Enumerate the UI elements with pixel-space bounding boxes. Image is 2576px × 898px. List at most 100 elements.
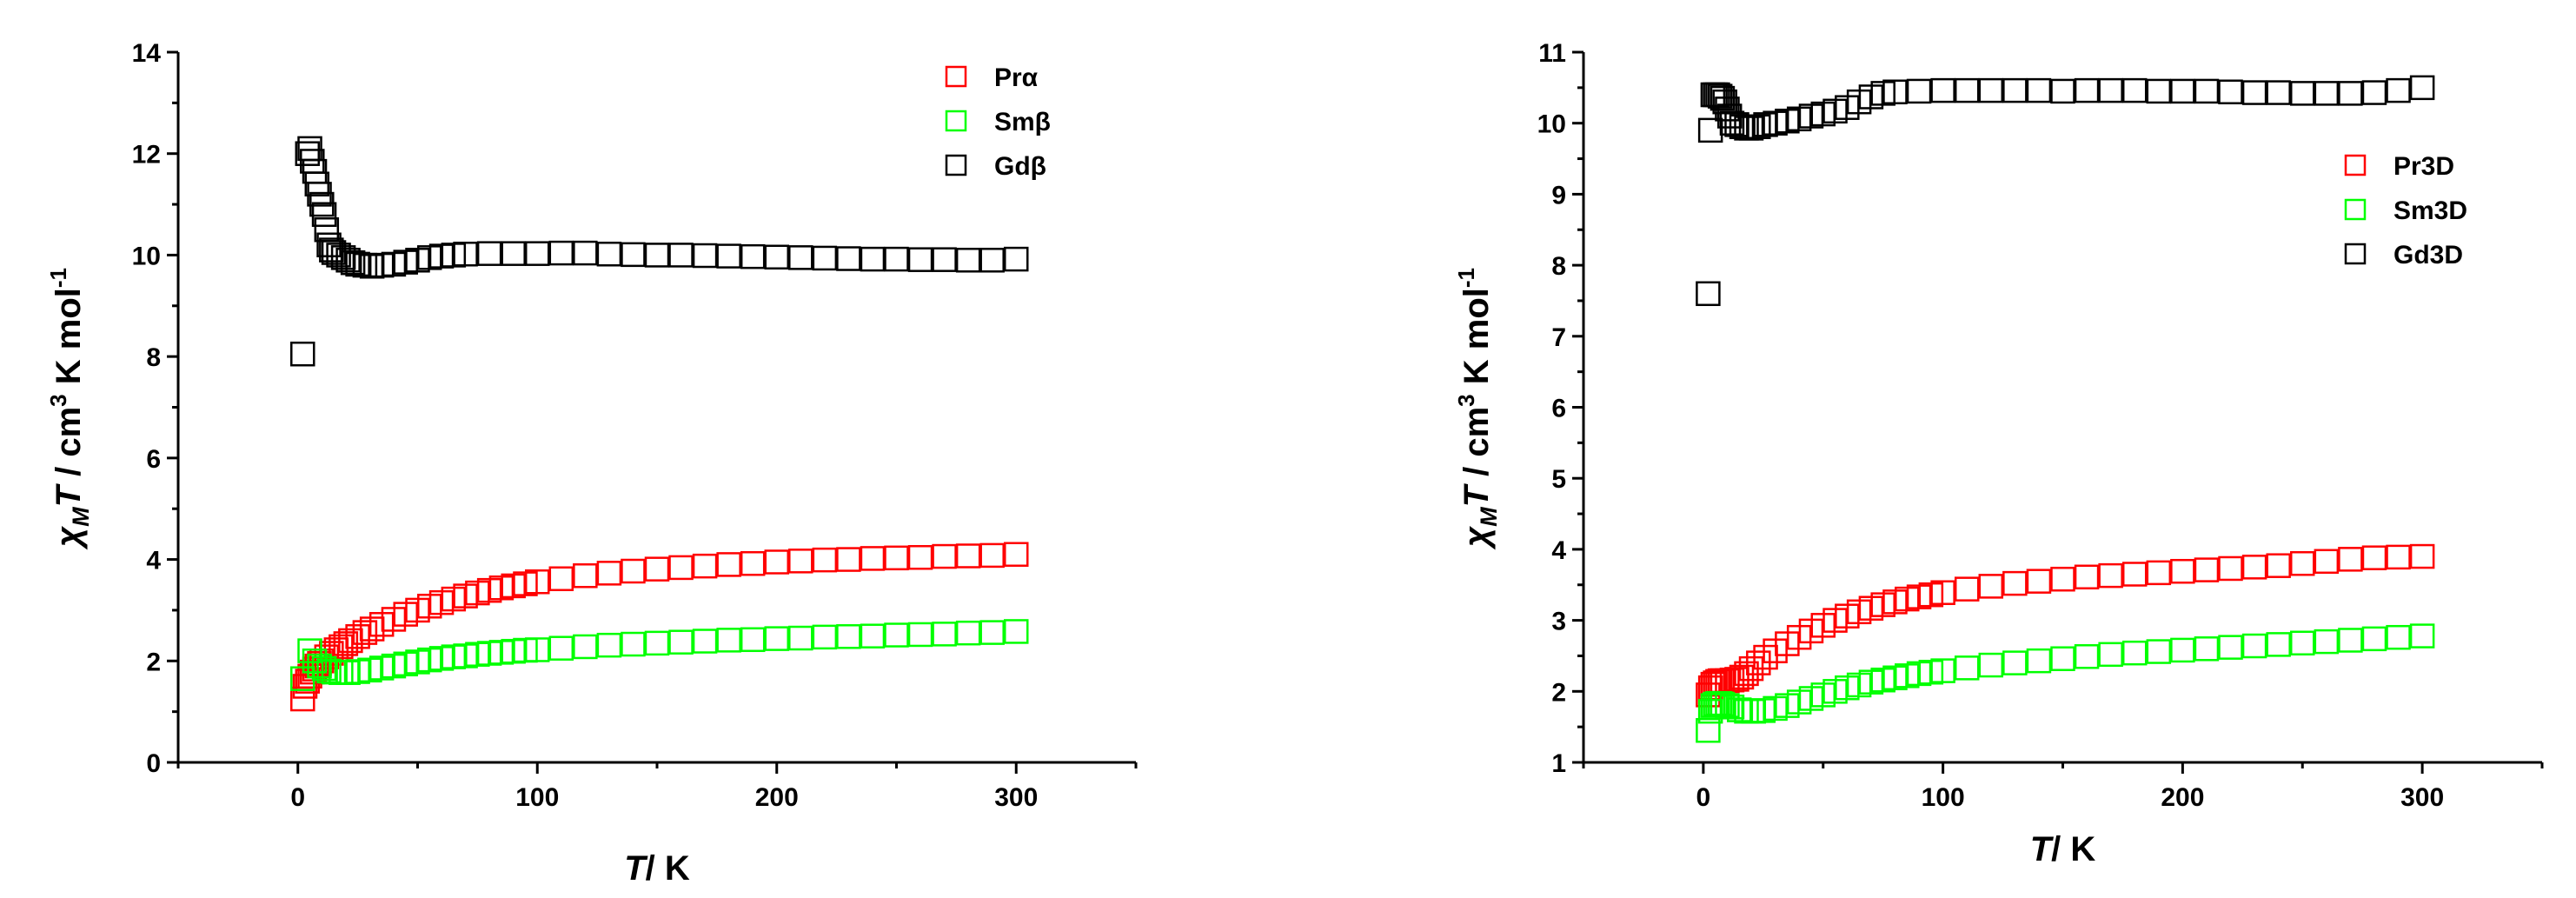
data-point (860, 546, 886, 571)
data-point (979, 248, 1005, 273)
y-tick-label: 7 (1551, 323, 1566, 352)
data-point (2098, 642, 2123, 668)
series-2 (1696, 623, 2435, 743)
data-point (2409, 75, 2435, 101)
data-point (345, 624, 370, 649)
data-point (596, 242, 622, 267)
data-point (955, 620, 981, 646)
data-point (2338, 547, 2363, 572)
data-point (932, 622, 957, 647)
data-point (1729, 664, 1755, 690)
legend-marker (2344, 154, 2367, 176)
data-point (644, 630, 670, 656)
data-point (321, 240, 347, 265)
y-tick-label: 8 (146, 343, 161, 372)
y-tick-label: 6 (146, 445, 161, 474)
data-point (1978, 77, 2004, 103)
legend-label: Sm3D (2393, 196, 2467, 225)
series-3 (290, 136, 1029, 367)
data-point (2338, 628, 2363, 653)
data-point (907, 622, 933, 648)
y-tick-label: 11 (1538, 39, 1566, 68)
data-point (2218, 555, 2243, 582)
data-point (2409, 543, 2435, 569)
data-point (2026, 569, 2052, 594)
y-tick-label: 14 (132, 39, 162, 68)
data-point (1715, 96, 1740, 122)
data-point (692, 243, 718, 269)
legend-label: Gd3D (2393, 241, 2463, 269)
data-point (573, 240, 598, 266)
data-point (716, 243, 741, 269)
data-point (2146, 639, 2172, 664)
data-point (2386, 624, 2411, 650)
data-point (297, 638, 322, 663)
series-1 (1696, 543, 2435, 708)
legend-label: Smβ (994, 108, 1051, 136)
data-point (1726, 697, 1752, 722)
data-point (1978, 574, 2004, 599)
data-point (2194, 636, 2220, 662)
data-point (2121, 640, 2148, 666)
data-point (2290, 81, 2315, 106)
data-point (2170, 558, 2195, 584)
data-point (2241, 633, 2267, 659)
data-point (668, 629, 694, 655)
data-point (1882, 79, 1908, 105)
data-point (884, 246, 909, 272)
data-point (304, 171, 330, 196)
y-tick-label: 10 (132, 242, 161, 270)
data-point (740, 243, 766, 269)
data-point (1707, 83, 1733, 109)
data-point (2218, 635, 2243, 660)
legend-marker (2344, 198, 2367, 221)
data-point (1954, 655, 1980, 681)
data-point (290, 341, 315, 367)
data-point (2074, 77, 2100, 103)
data-point (740, 627, 766, 653)
data-point (788, 245, 813, 270)
data-point (2409, 623, 2435, 649)
data-point (1719, 110, 1745, 136)
data-point (2386, 77, 2411, 103)
x-tick-label: 300 (994, 783, 1038, 812)
data-point (955, 248, 981, 273)
y-tick-label: 5 (1551, 465, 1566, 494)
data-point (692, 629, 718, 654)
data-point (2386, 544, 2411, 570)
data-point (1930, 77, 1955, 103)
legend: Prα Smβ Gdβ (945, 63, 1051, 181)
data-point (2002, 570, 2028, 596)
data-point (2266, 553, 2291, 578)
data-point (1753, 644, 1778, 670)
data-point (2074, 644, 2100, 669)
legend-marker (945, 154, 967, 176)
data-point (1906, 78, 1932, 104)
legend-label: Gdβ (994, 152, 1046, 181)
data-point (501, 241, 526, 266)
y-tick-label: 4 (1551, 536, 1566, 565)
data-point (2290, 550, 2315, 576)
data-point (2050, 646, 2075, 671)
x-axis-title: T/ K (2030, 830, 2096, 868)
data-point (2266, 632, 2291, 657)
data-point (2050, 78, 2075, 104)
data-point (1738, 116, 1764, 141)
legend: Pr3D Sm3D Gd3D (2344, 152, 2467, 269)
data-point (1930, 658, 1955, 683)
data-point (548, 240, 574, 266)
x-tick-label: 300 (2400, 783, 2444, 812)
y-tick-label: 2 (146, 648, 161, 676)
data-point (329, 634, 354, 660)
data-point (979, 542, 1005, 569)
data-point (2266, 80, 2291, 105)
data-point (788, 625, 813, 651)
data-point (596, 632, 622, 658)
data-point (644, 556, 670, 582)
data-point (2121, 562, 2148, 587)
data-point (621, 631, 646, 657)
data-point (1700, 693, 1726, 718)
data-point (311, 655, 337, 682)
data-point (2050, 566, 2075, 592)
